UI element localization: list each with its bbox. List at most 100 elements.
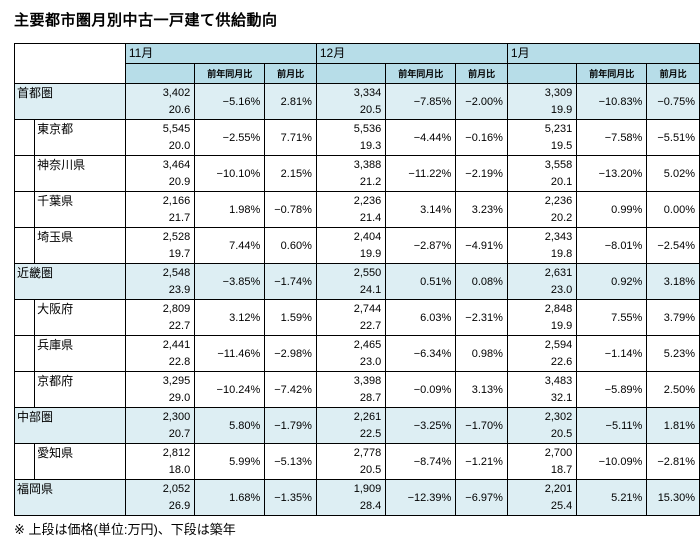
- yoy-cell: −7.85%: [385, 83, 457, 120]
- yoy-cell: −3.85%: [194, 263, 266, 300]
- mom-cell: 2.81%: [264, 83, 317, 120]
- yoy-cell: −2.55%: [194, 119, 266, 156]
- table-row: 京都府 3,295 −10.24% −7.42% 3,398 −0.09% 3.13% 3,4…: [13, 371, 700, 408]
- yoy-cell: 0.92%: [576, 263, 648, 300]
- price-cell: 2,812: [124, 443, 196, 462]
- yoy-cell: 7.44%: [194, 227, 266, 264]
- mom-cell: −2.81%: [646, 443, 700, 480]
- age-cell: 26.9: [124, 497, 196, 516]
- mom-cell: 3.18%: [646, 263, 700, 300]
- indent-cell: [13, 155, 36, 192]
- mom-cell: −2.00%: [455, 83, 508, 120]
- prefecture-name: 京都府: [34, 371, 126, 408]
- region-name: 首都圏: [14, 83, 126, 120]
- age-cell: 20.5: [315, 461, 387, 480]
- age-cell: 23.0: [506, 281, 578, 300]
- table-row: 埼玉県 2,528 7.44% 0.60% 2,404 −2.87% −4.91% 2,343…: [13, 227, 700, 264]
- price-cell: 2,052: [124, 479, 196, 498]
- age-cell: 21.4: [315, 209, 387, 228]
- age-cell: 25.4: [506, 497, 578, 516]
- yoy-cell: −8.74%: [385, 443, 457, 480]
- yoy-cell: 0.99%: [576, 191, 648, 228]
- region-name: 中部圏: [14, 407, 126, 444]
- mom-cell: 0.00%: [646, 191, 700, 228]
- price-cell: 3,398: [315, 371, 387, 390]
- mom-cell: −5.13%: [264, 443, 317, 480]
- table-row-sub: 29.0 28.7 32.1: [15, 389, 700, 408]
- table-row-sub: 20.0 19.3 19.5: [15, 137, 700, 156]
- price-cell: 1,909: [315, 479, 387, 498]
- mom-cell: 0.60%: [264, 227, 317, 264]
- indent-cell: [13, 119, 36, 156]
- age-cell: 19.5: [506, 137, 578, 156]
- mom-cell: −2.98%: [264, 335, 317, 372]
- yoy-cell: −13.20%: [576, 155, 648, 192]
- mom-subheader: 前月比: [455, 63, 508, 84]
- month-header: 1月: [506, 43, 700, 64]
- price-cell: 2,548: [124, 263, 196, 282]
- indent-cell: [13, 335, 36, 372]
- month-header: 11月: [124, 43, 317, 64]
- yoy-cell: −0.09%: [385, 371, 457, 408]
- price-cell: 2,343: [506, 227, 578, 246]
- yoy-cell: 6.03%: [385, 299, 457, 336]
- table-row: 千葉県 2,166 1.98% −0.78% 2,236 3.14% 3.23% 2,236 0…: [13, 191, 700, 228]
- price-cell: 2,166: [124, 191, 196, 210]
- age-cell: 23.0: [315, 353, 387, 372]
- yoy-cell: −11.22%: [385, 155, 457, 192]
- table-row-sub: 18.0 20.5 18.7: [15, 461, 700, 480]
- price-cell: 5,231: [506, 119, 578, 138]
- price-cell: 5,545: [124, 119, 196, 138]
- mom-subheader: 前月比: [264, 63, 317, 84]
- region-name: 近畿圏: [14, 263, 126, 300]
- mom-cell: 5.23%: [646, 335, 700, 372]
- price-subheader: [124, 63, 196, 84]
- mom-cell: −2.31%: [455, 299, 508, 336]
- yoy-cell: 5.80%: [194, 407, 266, 444]
- yoy-cell: −7.58%: [576, 119, 648, 156]
- mom-cell: 0.98%: [455, 335, 508, 372]
- age-cell: 22.7: [315, 317, 387, 336]
- price-cell: 2,848: [506, 299, 578, 318]
- price-cell: 2,201: [506, 479, 578, 498]
- mom-cell: −1.35%: [264, 479, 317, 516]
- age-cell: 19.7: [124, 245, 196, 264]
- age-cell: 28.4: [315, 497, 387, 516]
- price-subheader: [506, 63, 578, 84]
- age-cell: 19.9: [506, 101, 578, 120]
- age-cell: 19.8: [506, 245, 578, 264]
- yoy-cell: −5.89%: [576, 371, 648, 408]
- table-row: 近畿圏 2,548 −3.85% −1.74% 2,550 0.51% 0.08% 2,631…: [14, 263, 700, 300]
- mom-cell: −1.79%: [264, 407, 317, 444]
- yoy-cell: 7.55%: [576, 299, 648, 336]
- mom-cell: −1.70%: [455, 407, 508, 444]
- yoy-cell: −8.01%: [576, 227, 648, 264]
- price-cell: 3,309: [506, 83, 578, 102]
- prefecture-name: 東京都: [34, 119, 126, 156]
- age-cell: 28.7: [315, 389, 387, 408]
- yoy-subheader: 前年同月比: [194, 63, 266, 84]
- price-cell: 2,404: [315, 227, 387, 246]
- indent-cell: [13, 443, 36, 480]
- indent-cell: [13, 299, 36, 336]
- age-cell: 22.7: [124, 317, 196, 336]
- prefecture-name: 神奈川県: [34, 155, 126, 192]
- header-blank-cell: [14, 43, 126, 84]
- mom-cell: 3.79%: [646, 299, 700, 336]
- yoy-subheader: 前年同月比: [385, 63, 457, 84]
- month-header-row: 11月 12月 1月: [14, 43, 700, 84]
- mom-cell: −5.51%: [646, 119, 700, 156]
- price-cell: 2,261: [315, 407, 387, 426]
- mom-cell: 3.23%: [455, 191, 508, 228]
- age-cell: 22.5: [315, 425, 387, 444]
- age-cell: 18.0: [124, 461, 196, 480]
- yoy-cell: −10.10%: [194, 155, 266, 192]
- yoy-cell: 1.98%: [194, 191, 266, 228]
- price-cell: 3,464: [124, 155, 196, 174]
- mom-cell: 15.30%: [646, 479, 700, 516]
- table-row: 大阪府 2,809 3.12% 1.59% 2,744 6.03% −2.31% 2,848 7…: [13, 299, 700, 336]
- age-cell: 20.9: [124, 173, 196, 192]
- age-cell: 19.9: [315, 245, 387, 264]
- price-cell: 3,558: [506, 155, 578, 174]
- mom-cell: −0.78%: [264, 191, 317, 228]
